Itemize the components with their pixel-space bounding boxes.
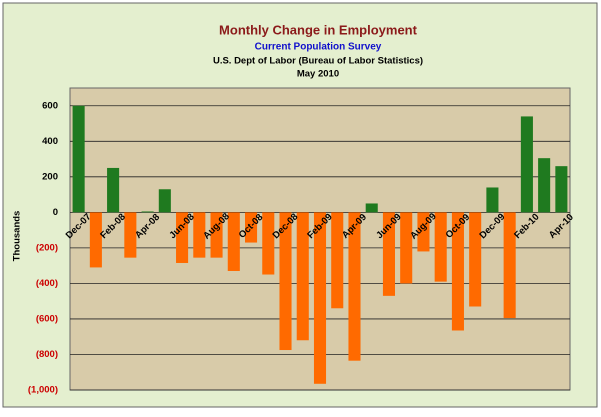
y-axis-label: Thousands (12, 211, 23, 262)
bar (176, 212, 189, 263)
bar (469, 212, 482, 307)
bar (520, 116, 533, 213)
y-tick-label: 0 (53, 207, 58, 218)
y-tick-label: (200) (36, 242, 58, 253)
subtitle: U.S. Dept of Labor (Bureau of Labor Stat… (213, 56, 423, 67)
bar (227, 212, 240, 271)
y-tick-label: 200 (42, 171, 58, 182)
bar (451, 212, 464, 331)
bar (348, 212, 361, 361)
bar (262, 212, 275, 275)
bar (296, 212, 309, 341)
bar (331, 212, 344, 309)
y-tick-label: (600) (36, 313, 58, 324)
bar (89, 212, 102, 268)
y-tick-label: (800) (36, 349, 58, 360)
bar (555, 166, 568, 213)
chart-title: Monthly Change in Employment (219, 22, 418, 37)
bar (434, 212, 447, 282)
bar (107, 167, 120, 213)
bar (313, 212, 327, 384)
y-tick-label: (1,000) (28, 385, 58, 396)
bar (158, 189, 171, 213)
y-tick-label: 600 (42, 100, 58, 111)
bar (124, 212, 137, 258)
bar (417, 212, 430, 252)
bar (486, 187, 499, 213)
bar (193, 212, 206, 258)
bar (538, 158, 551, 213)
bar (279, 212, 292, 351)
bar (72, 105, 85, 213)
bar (141, 211, 154, 213)
y-tick-label: (400) (36, 278, 58, 289)
bar (245, 212, 258, 243)
bar (400, 212, 413, 284)
y-tick-label: 400 (42, 136, 58, 147)
bar (503, 212, 516, 319)
bar (382, 212, 395, 296)
bar (365, 203, 378, 213)
subtitle: May 2010 (297, 69, 339, 80)
bar (210, 212, 223, 258)
subtitle: Current Population Survey (255, 42, 382, 53)
